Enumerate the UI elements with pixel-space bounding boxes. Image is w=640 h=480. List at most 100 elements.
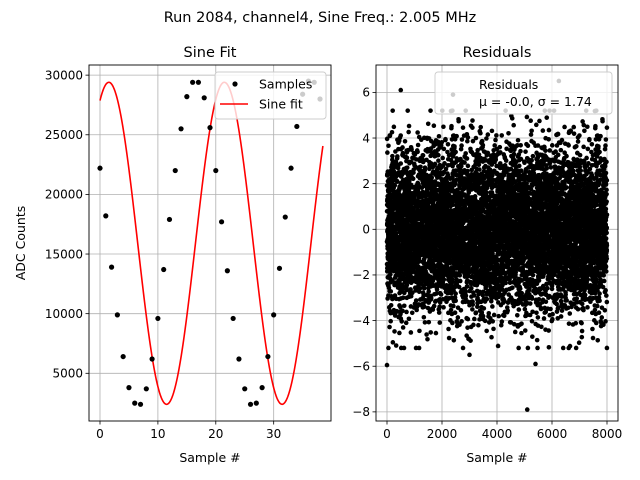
residual-point — [391, 124, 397, 130]
residual-point — [406, 129, 411, 135]
residual-point — [425, 336, 430, 342]
residual-point — [404, 282, 410, 288]
residual-point — [454, 133, 459, 139]
residual-point — [388, 310, 394, 316]
residual-point — [388, 272, 393, 277]
residual-point — [388, 289, 394, 294]
residual-point — [420, 153, 426, 158]
residual-point — [465, 316, 471, 322]
residual-point — [501, 313, 507, 319]
residual-point — [509, 116, 515, 121]
residual-point — [519, 330, 524, 336]
sample-point — [259, 385, 265, 391]
residual-point — [458, 308, 464, 313]
residual-point — [480, 142, 486, 148]
residual-point — [397, 330, 402, 336]
residual-point — [470, 125, 475, 130]
sample-point — [282, 214, 288, 220]
samples-series — [97, 78, 323, 407]
residual-point — [425, 121, 431, 127]
residual-point — [459, 319, 464, 324]
residual-point — [431, 123, 437, 128]
residual-point — [436, 310, 442, 315]
residual-point — [404, 287, 410, 293]
sample-point — [103, 213, 109, 219]
residual-point — [415, 142, 421, 148]
residual-point — [441, 277, 447, 282]
residual-point — [399, 319, 405, 324]
residual-point — [400, 325, 406, 330]
sample-point — [108, 264, 115, 270]
residual-point — [386, 143, 391, 149]
residual-point — [400, 295, 406, 301]
residual-point — [408, 330, 414, 335]
sample-point — [218, 219, 225, 225]
residuals-series — [384, 78, 610, 412]
sample-point — [172, 167, 178, 174]
residual-point — [479, 138, 485, 144]
residual-point — [404, 309, 409, 315]
residual-point — [517, 286, 523, 291]
y-tick-label: 15000 — [45, 247, 83, 261]
residual-point — [491, 326, 496, 332]
residual-point — [390, 153, 395, 159]
residual-point — [390, 108, 395, 113]
residual-point — [390, 340, 396, 345]
residual-point — [400, 145, 405, 150]
residual-point — [493, 137, 498, 143]
sample-point — [120, 353, 126, 360]
residual-point — [469, 285, 474, 291]
residual-point — [443, 166, 449, 172]
residual-point — [503, 158, 509, 163]
residual-point — [477, 167, 482, 172]
residual-point — [408, 159, 414, 165]
residual-point — [471, 322, 476, 328]
residual-point — [398, 304, 403, 310]
residual-point — [431, 303, 437, 309]
residual-point — [420, 159, 426, 165]
residual-point — [398, 133, 404, 138]
residual-point — [446, 335, 452, 341]
sample-point — [294, 123, 300, 130]
residual-point — [496, 313, 502, 319]
residual-point — [436, 158, 441, 163]
sine-fit-x-ticks: 0 10 20 30 — [96, 421, 281, 441]
residual-point — [480, 313, 486, 319]
sample-point — [207, 125, 213, 131]
residual-point — [437, 320, 443, 325]
y-tick-label: 20000 — [45, 188, 83, 202]
residual-point — [422, 320, 428, 325]
sample-point — [137, 401, 144, 407]
sample-point — [265, 353, 271, 360]
residual-point — [394, 178, 400, 184]
residual-point — [417, 286, 423, 291]
sample-point — [195, 79, 202, 85]
sample-point — [271, 312, 277, 318]
sample-point — [114, 312, 120, 318]
figure-suptitle: Run 2084, channel4, Sine Freq.: 2.005 MH… — [164, 10, 477, 26]
sine-fit-xlabel: Sample # — [179, 450, 240, 465]
residual-point — [429, 175, 435, 180]
residual-point — [465, 168, 470, 174]
residual-point — [408, 287, 413, 292]
residual-point — [387, 324, 392, 330]
residual-point — [481, 306, 487, 311]
residual-point — [422, 165, 428, 170]
residual-point — [409, 310, 415, 316]
residual-point — [387, 133, 393, 139]
residual-point — [495, 343, 501, 349]
residual-point — [405, 108, 411, 113]
residual-point — [511, 151, 517, 157]
sample-point — [224, 268, 230, 274]
residual-point — [505, 308, 511, 313]
sample-point — [276, 265, 283, 271]
residual-point — [439, 139, 445, 145]
residual-point — [472, 316, 477, 322]
residual-point — [441, 146, 447, 152]
residual-point — [449, 123, 454, 129]
sample-point — [236, 356, 242, 362]
sample-point — [213, 167, 219, 174]
residual-point — [476, 322, 481, 328]
